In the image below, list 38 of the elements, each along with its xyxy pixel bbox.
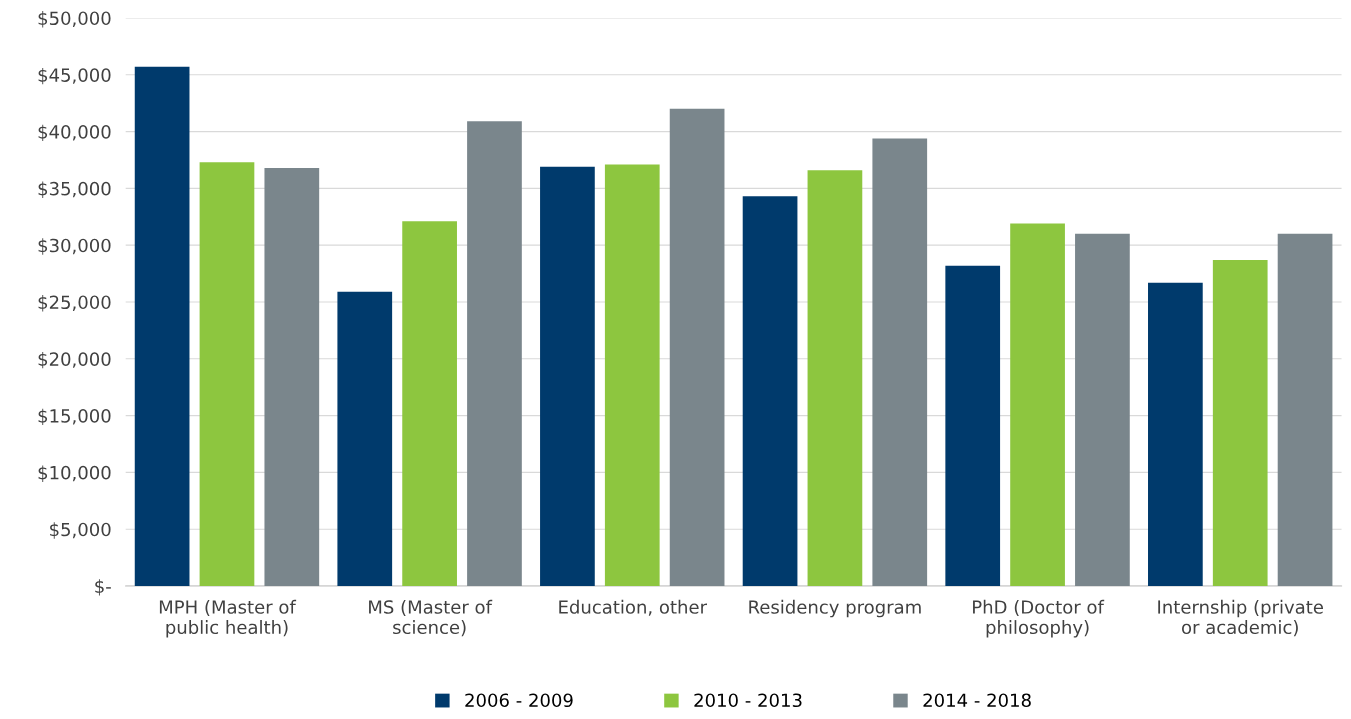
x-tick-label: Residency program [749, 599, 921, 618]
bar [199, 162, 255, 586]
x-tick-label: Education, other [559, 599, 707, 616]
y-tick-label: $25,000 [38, 295, 111, 312]
bar [742, 196, 798, 586]
bar [540, 166, 595, 586]
y-tick-label: $- [95, 579, 111, 596]
x-tick-label: PhD (Doctor of philosophy) [973, 599, 1105, 638]
y-tick-label: $5,000 [50, 522, 111, 539]
bar [1277, 233, 1333, 586]
bar [337, 291, 393, 586]
y-tick-label: $40,000 [38, 124, 111, 142]
bar [134, 66, 190, 586]
bar [1075, 233, 1130, 586]
bar [872, 138, 928, 586]
bar [402, 221, 457, 586]
y-tick-label: $30,000 [38, 238, 111, 255]
bar [669, 108, 725, 586]
bar [1148, 282, 1203, 586]
y-tick-label: $15,000 [38, 408, 111, 426]
y-tick-label: $20,000 [38, 351, 111, 369]
y-tick-label: $45,000 [38, 67, 111, 85]
bar [1010, 223, 1065, 586]
bar [945, 265, 1001, 586]
x-tick-label: MS (Master of science) [369, 599, 493, 637]
legend-label: 2006 - 2009 [465, 693, 573, 708]
legend-label: 2014 - 2018 [923, 693, 1031, 708]
bar [467, 121, 522, 586]
x-tick-label: MPH (Master of public health) [159, 599, 297, 638]
y-tick-label: $50,000 [38, 11, 111, 28]
legend-label: 2010 - 2013 [694, 693, 802, 708]
bar [1212, 259, 1268, 586]
bar [604, 164, 660, 586]
bar [807, 170, 863, 586]
bar [264, 167, 320, 586]
y-tick-label: $35,000 [38, 181, 111, 198]
y-tick-label: $10,000 [38, 465, 111, 482]
x-tick-label: Internship (private or academic) [1158, 599, 1323, 637]
